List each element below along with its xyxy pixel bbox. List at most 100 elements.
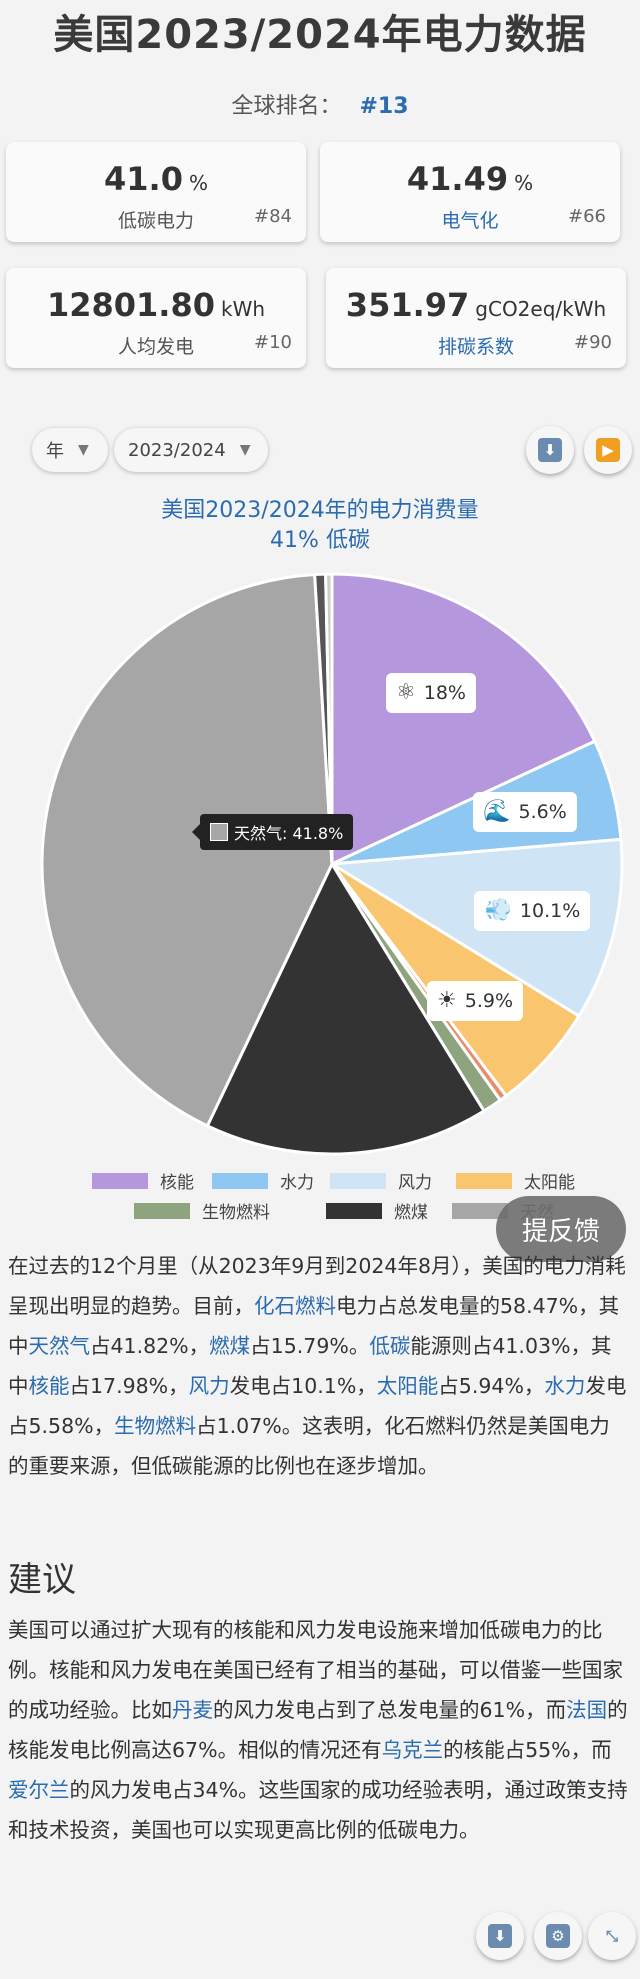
stat-card-per-capita: 12801.80 kWh 人均发电 #10 [6,268,306,368]
global-rank-label: 全球排名： [231,94,342,119]
stat-label: 人均发电 [117,336,194,358]
chart-tooltip: 天然气: 41.8% [192,814,354,850]
collapse-button[interactable]: ⤡ [588,1912,636,1960]
legend-label: 生物燃料 [202,1203,270,1223]
summary-paragraph: 在过去的12个月里（从2023年9月到2024年8月），美国的电力消耗呈现出明显… [8,1246,628,1486]
text-link[interactable]: 风力 [188,1374,230,1398]
play-icon: ▶ [596,438,620,462]
text-link[interactable]: 化石燃料 [254,1294,336,1318]
stat-card-electrification: 41.49% 电气化 #66 [320,142,620,242]
text-run: 占41.82%， [90,1334,210,1358]
legend-item[interactable]: 水力 [212,1168,314,1193]
slice-label: 💨 10.1% [474,890,591,931]
stat-rank: #90 [574,332,612,353]
download-icon: ⬇ [488,1924,512,1948]
stat-label-link[interactable]: 排碳系数 [437,336,514,358]
slice-label: ⚛ 18% [386,672,476,713]
stat-value: 41.49% [406,160,534,198]
legend-item[interactable]: 核能 [92,1168,194,1193]
text-link[interactable]: 乌克兰 [381,1738,444,1762]
period-select[interactable]: 年 ▼ [32,428,108,472]
slice-label: ☀ 5.9% [427,980,524,1021]
text-run: 能源则占41.03%，其中 [8,1334,612,1398]
stat-value: 41.0% [104,160,208,198]
stat-rank: #10 [254,332,292,353]
chevron-down-icon: ▼ [239,442,251,458]
legend-item[interactable]: 风力 [330,1168,432,1193]
wind-icon: 💨 [484,898,512,924]
legend-swatch [92,1172,148,1189]
download-button-bottom[interactable]: ⬇ [476,1912,524,1960]
legend-label: 水力 [280,1173,314,1193]
text-link[interactable]: 法国 [566,1698,608,1722]
text-link[interactable]: 爱尔兰 [8,1778,70,1802]
text-link[interactable]: 低碳 [369,1334,411,1358]
text-link[interactable]: 天然气 [28,1334,91,1358]
text-run: 的风力发电占到了总发电量的61%，而 [213,1698,567,1722]
pie-slice-7[interactable] [40,572,334,1128]
legend-item[interactable]: 生物燃料 [134,1198,270,1223]
text-link[interactable]: 核能 [28,1374,70,1398]
collapse-icon: ⤡ [605,1927,618,1945]
feedback-button[interactable]: 提反馈 [496,1196,626,1262]
stat-card-carbon-intensity: 351.97 gCO2eq/kWh 排碳系数 #90 [326,268,626,368]
legend-label: 燃煤 [394,1203,428,1223]
legend-label: 核能 [160,1173,194,1193]
global-rank-value[interactable]: #13 [359,94,409,119]
text-link[interactable]: 水力 [544,1374,586,1398]
text-run: 占17.98%， [69,1374,189,1398]
chart-title: 美国2023/2024年的电力消费量 [161,498,479,523]
settings-button[interactable]: ⚙ [534,1912,582,1960]
legend-swatch [134,1202,190,1219]
gear-icon: ⚙ [546,1924,570,1948]
text-link[interactable]: 太阳能 [376,1374,439,1398]
global-rank: 全球排名： #13 [0,88,640,120]
wave-icon: 🌊 [483,799,511,825]
text-run: 的核能发电比例高达67%。相似的情况还有 [8,1698,628,1762]
stat-rank: #66 [568,206,606,227]
stat-label-link[interactable]: 电气化 [441,210,499,232]
slice-value: 5.9% [464,989,514,1012]
stat-card-low-carbon: 41.0% 低碳电力 #84 [6,142,306,242]
tooltip-swatch [210,823,228,841]
chevron-down-icon: ▼ [78,442,89,458]
chart-subtitle: 41% 低碳 [270,528,370,553]
slice-value: 18% [423,681,466,704]
legend-swatch [456,1172,512,1189]
text-link[interactable]: 生物燃料 [114,1414,197,1438]
legend-swatch [452,1202,508,1219]
legend-label: 风力 [398,1173,432,1193]
download-icon: ⬇ [538,438,562,462]
stat-value: 12801.80 kWh [46,286,266,324]
text-run: 占1.07%。这表明，化石燃料仍然是美国电力的重要来源，但低碳能源的比例也在逐步… [8,1414,610,1478]
sun-icon: ☀ [437,988,457,1014]
text-run: 发电占10.1%， [229,1374,377,1398]
recommendation-paragraph: 美国可以通过扩大现有的核能和风力发电设施来增加低碳电力的比例。核能和风力发电在美… [8,1610,628,1850]
text-run: 发电占5.58%， [8,1374,627,1438]
text-link[interactable]: 燃煤 [209,1334,251,1358]
download-button[interactable]: ⬇ [526,426,574,474]
atom-icon: ⚛ [396,680,416,706]
page-title: 美国2023/2024年电力数据 [53,12,587,58]
year-select[interactable]: 2023/2024 ▼ [114,428,268,472]
legend-swatch [326,1202,382,1219]
text-run: 占5.94%， [438,1374,545,1398]
legend-swatch [330,1172,386,1189]
slice-value: 10.1% [519,899,581,922]
stat-value: 351.97 gCO2eq/kWh [345,286,607,324]
slice-value: 5.6% [518,800,567,823]
text-run: 美国可以通过扩大现有的核能和风力发电设施来增加低碳电力的比例。核能和风力发电在美… [8,1618,623,1722]
legend-label: 太阳能 [524,1173,575,1193]
pie-slice-0[interactable] [330,572,597,867]
legend-item[interactable]: 燃煤 [326,1198,428,1223]
text-run: 的风力发电占34%。这些国家的成功经验表明，通过政策支持和技术投资，美国也可以实… [8,1778,628,1842]
stat-rank: #84 [254,206,292,227]
text-run: 的核能占55%，而 [443,1738,612,1762]
pie-slice-6[interactable] [205,860,487,1156]
slice-label: 🌊 5.6% [473,791,577,832]
play-button[interactable]: ▶ [584,426,632,474]
legend-item[interactable]: 太阳能 [456,1168,575,1193]
section-heading: 建议 [8,1560,76,1600]
pie-slice-9[interactable] [324,572,334,865]
text-link[interactable]: 丹麦 [172,1698,213,1722]
